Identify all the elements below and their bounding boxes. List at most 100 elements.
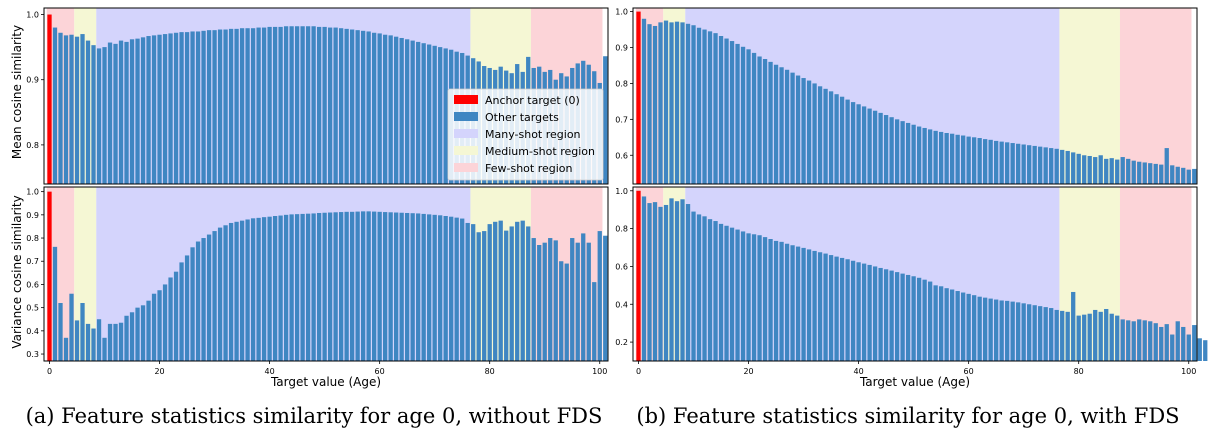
bar <box>718 223 724 361</box>
bar <box>839 257 845 361</box>
bar <box>206 234 212 361</box>
bar <box>520 220 525 361</box>
y-tick-label: 1.0 <box>615 8 628 17</box>
bar <box>261 217 267 361</box>
bar <box>267 26 272 185</box>
bar <box>239 28 245 184</box>
bar <box>586 242 591 361</box>
bar <box>1104 308 1109 361</box>
bar <box>878 267 883 361</box>
bar <box>757 235 762 361</box>
bar <box>746 233 751 361</box>
bar <box>190 31 195 184</box>
bar <box>878 112 883 184</box>
bar <box>983 297 988 361</box>
bar <box>1082 155 1087 184</box>
bar <box>294 26 300 185</box>
bar <box>784 243 790 361</box>
bar <box>223 29 228 185</box>
bar <box>349 211 355 361</box>
legend-label-few: Few-shot region <box>485 162 573 175</box>
bar <box>349 29 355 185</box>
bar <box>994 299 999 361</box>
axes-frame <box>43 186 609 362</box>
bar <box>773 64 779 184</box>
bar <box>195 31 201 184</box>
bar <box>184 255 190 361</box>
bar <box>707 31 713 184</box>
bar <box>1049 148 1054 184</box>
y-tick-label: 0.3 <box>26 350 39 359</box>
bar <box>1038 306 1043 361</box>
bar <box>460 218 465 361</box>
bar <box>388 35 393 184</box>
bar <box>696 27 702 185</box>
bar <box>603 56 608 184</box>
legend-swatch-other <box>454 112 478 121</box>
bar <box>757 56 762 185</box>
bar <box>438 47 443 184</box>
bar <box>889 117 894 184</box>
legend-label-anchor: Anchor target (0) <box>485 94 580 107</box>
bar-anchor <box>47 191 52 361</box>
bar <box>305 213 311 361</box>
bar <box>394 36 399 184</box>
bar <box>206 30 212 184</box>
y-tick-label: 0.9 <box>615 44 628 53</box>
bar <box>52 27 58 184</box>
bar <box>812 250 817 361</box>
caption-a: (a) Feature statistics similarity for ag… <box>26 404 603 428</box>
bar <box>713 33 718 185</box>
bar <box>1131 160 1136 184</box>
bar <box>74 320 80 361</box>
bar <box>889 270 894 361</box>
bar <box>1032 305 1037 361</box>
bar <box>1005 300 1010 361</box>
bar <box>1153 163 1158 184</box>
bar <box>1164 148 1169 184</box>
bar <box>338 28 344 184</box>
bar <box>955 134 960 184</box>
bar <box>157 34 162 185</box>
bar <box>735 43 740 184</box>
bar <box>696 214 702 361</box>
y-tick-label: 1.0 <box>26 188 39 197</box>
bar <box>663 20 669 185</box>
bar <box>817 86 823 184</box>
x-axis-title-b: Target value (Age) <box>859 375 970 389</box>
bar <box>900 273 905 361</box>
bar <box>977 138 982 184</box>
bar <box>823 253 828 361</box>
y-tick-label: 0.8 <box>615 79 628 88</box>
bar <box>961 135 966 184</box>
bar <box>823 88 828 184</box>
bar <box>999 300 1004 361</box>
bar <box>834 94 839 184</box>
bar <box>1098 155 1103 184</box>
y-tick-label: 0.8 <box>615 225 628 234</box>
bar <box>1010 143 1015 184</box>
bar <box>1016 143 1021 184</box>
bar <box>779 67 784 184</box>
bar <box>856 104 861 184</box>
bar <box>316 212 322 361</box>
bar <box>1065 311 1070 361</box>
bar <box>1203 340 1208 361</box>
bar <box>916 126 922 184</box>
y-tick-label: 0.9 <box>26 211 39 220</box>
bar <box>1148 163 1153 184</box>
bar <box>1159 164 1164 184</box>
y-tick-label: 0.6 <box>615 262 628 271</box>
bar <box>465 222 470 361</box>
bar <box>85 323 91 361</box>
bar <box>872 266 878 361</box>
bar <box>955 291 960 361</box>
chart-a-bottom: 1.0 0.9 0.8 0.7 0.6 0.5 0.4 0.3 0 20 40 60 80 100 <box>26 186 609 376</box>
bar <box>691 25 696 185</box>
bar <box>966 136 971 184</box>
bar <box>58 303 63 361</box>
bar <box>1126 158 1131 184</box>
bar <box>900 121 905 184</box>
bar <box>999 141 1004 184</box>
bar <box>162 284 168 361</box>
